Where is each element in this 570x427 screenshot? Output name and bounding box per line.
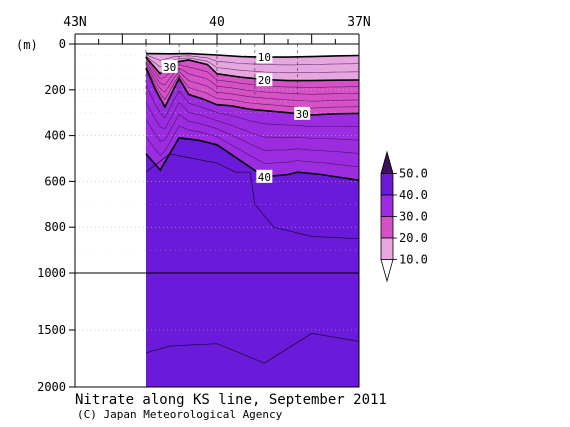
- deep-contour-line: [145, 333, 359, 364]
- minor-contour-line: [145, 54, 359, 66]
- y-tick-label: 1500: [37, 323, 66, 337]
- y-axis-unit-label: (m): [16, 38, 38, 52]
- contour-label-bg: [256, 73, 273, 87]
- minor-contour-line: [145, 59, 359, 88]
- contour-label: 30: [163, 61, 176, 74]
- colorbar-label: 20.0: [399, 231, 428, 245]
- minor-contour-line: [145, 113, 359, 154]
- grid-layer: [75, 44, 360, 331]
- contour-label: 20: [258, 74, 271, 87]
- contour-line-10: [145, 52, 359, 58]
- x-tick-label: 40: [209, 15, 225, 30]
- chart-title: Nitrate along KS line, September 2011: [75, 392, 387, 408]
- contour-label-bg: [256, 169, 273, 183]
- minor-contour-line: [145, 63, 359, 102]
- colorbar-swatch: [380, 237, 394, 260]
- minor-contour-line: [145, 61, 359, 95]
- colorbar-label: 30.0: [399, 210, 428, 224]
- colorbar-label: 50.0: [399, 167, 428, 181]
- contour-line-40: [145, 137, 359, 182]
- y-tick-label: 400: [44, 129, 66, 143]
- y-tick-label: 0: [59, 37, 66, 51]
- deep-contour-line: [145, 153, 359, 240]
- contour-label-bg: [294, 106, 311, 120]
- contour-label-bg: [161, 59, 178, 73]
- contour-label: 10: [258, 51, 271, 64]
- x-tick-label: 37N: [347, 15, 370, 30]
- colorbar: 50.0 40.0 30.0 20.0 10.0: [380, 150, 428, 283]
- x-tick-label: 43N: [63, 15, 86, 30]
- y-tick-label: 800: [44, 220, 66, 234]
- y-tick-label: 200: [44, 83, 66, 97]
- y-tick-label: 1000: [37, 266, 66, 280]
- colorbar-swatch: [380, 194, 394, 217]
- minor-contour-line: [145, 125, 359, 168]
- colorbar-label: 40.0: [399, 188, 428, 202]
- colorbar-swatch: [380, 173, 394, 196]
- contour-label: 40: [258, 171, 271, 184]
- label-layer: 43N 40 37N 0 200 400 600 800 1000 1500 2000 10 20 30 3…: [37, 15, 371, 394]
- axes-layer: [69, 33, 360, 388]
- y-tick-label: 2000: [37, 380, 66, 394]
- contour-label: 30: [296, 108, 309, 121]
- minor-contour-line: [145, 65, 359, 109]
- colorbar-label: 10.0: [399, 253, 428, 267]
- contour-label-bg: [256, 50, 273, 64]
- contour-line-30: [145, 67, 359, 116]
- contour-layer: [145, 52, 359, 364]
- colorbar-swatch: [380, 259, 394, 283]
- minor-contour-line: [145, 101, 359, 141]
- minor-contour-line: [145, 85, 359, 128]
- colorbar-swatch: [380, 216, 394, 239]
- colorbar-swatch: [380, 150, 394, 174]
- nitrate-fill-layer: [146, 44, 359, 387]
- minor-contour-line: [145, 55, 359, 74]
- y-tick-label: 600: [44, 174, 66, 188]
- copyright-credit: (C) Japan Meteorological Agency: [77, 408, 283, 421]
